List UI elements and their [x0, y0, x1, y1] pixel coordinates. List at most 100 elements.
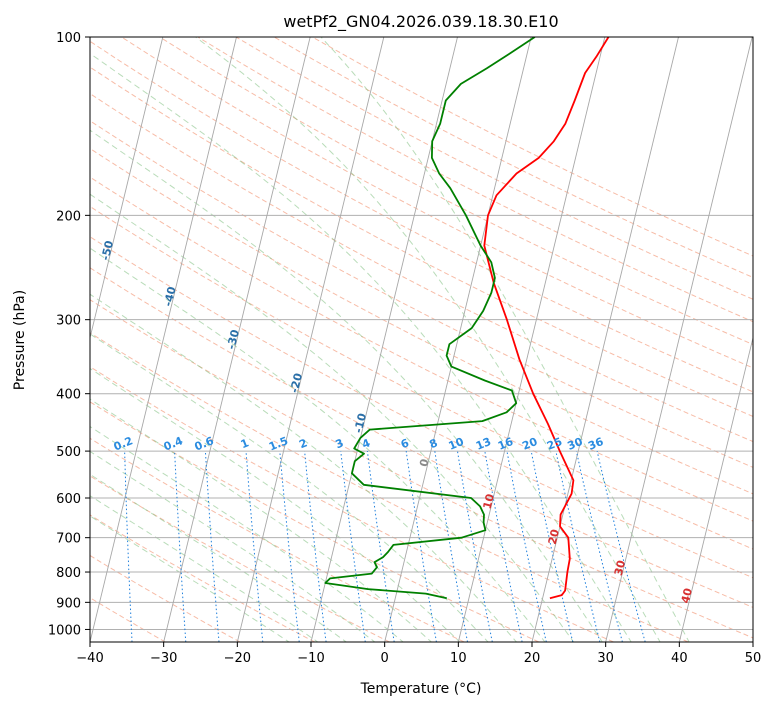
x-tick-label: 10	[450, 651, 467, 666]
moist-adiabat	[90, 333, 489, 642]
mixing-ratio-line	[484, 451, 523, 642]
mixing-ratio-label: 8	[428, 436, 440, 451]
isotherm-label: 10	[481, 492, 497, 510]
mixing-ratio-label: 16	[496, 435, 515, 453]
mixing-ratio-line	[245, 451, 264, 642]
dry-adiabat	[90, 66, 753, 417]
x-tick-label: −30	[150, 651, 177, 666]
x-tick-label: −20	[224, 651, 251, 666]
dry-adiabat	[90, 92, 753, 443]
mixing-ratio-label: 13	[474, 435, 493, 453]
mixing-ratio-line	[457, 451, 493, 642]
sounding-series	[324, 37, 610, 600]
dry-adiabat	[90, 120, 753, 468]
x-tick-label: 40	[671, 651, 688, 666]
mixing-ratio-line	[340, 451, 366, 642]
mixing-ratio-label: 1	[239, 436, 251, 451]
mixing-ratio-label: 2	[297, 436, 309, 451]
isotherm-label: -50	[99, 239, 116, 262]
isotherm-line	[384, 37, 532, 642]
plot-frame	[89, 36, 754, 643]
isotherm-label: 40	[679, 586, 695, 604]
isotherm-line	[236, 37, 385, 642]
isotherm-label: -30	[225, 328, 242, 351]
dry-adiabat	[90, 147, 753, 495]
x-axis-label: Temperature (°C)	[360, 681, 482, 697]
isotherm-line	[90, 37, 164, 340]
y-tick-label: 200	[56, 209, 81, 224]
mixing-ratio-label: 10	[447, 435, 466, 453]
isotherm-line	[457, 37, 606, 642]
moist-adiabat	[90, 473, 348, 642]
dry-adiabat	[90, 332, 689, 642]
y-tick-label: 1000	[48, 623, 81, 638]
dry-adiabat	[90, 366, 614, 642]
y-axis-ticks: 100 200 300 400 500 600 700 800 900 1000	[48, 31, 90, 638]
mixing-ratio-label: 3	[334, 436, 346, 451]
moist-adiabat	[90, 425, 404, 642]
dry-adiabat	[90, 514, 315, 642]
y-axis-label: Pressure (hPa)	[12, 290, 28, 390]
isotherm-line	[163, 37, 311, 642]
y-tick-label: 500	[56, 445, 81, 460]
isotherm-line	[90, 37, 237, 642]
dry-adiabats	[90, 37, 753, 642]
x-tick-label: −40	[76, 651, 103, 666]
dry-adiabat	[90, 475, 390, 642]
moist-adiabat	[195, 37, 661, 642]
mixing-ratio-label: 30	[566, 435, 585, 453]
isotherm-label: -20	[288, 372, 305, 395]
dry-adiabat	[90, 437, 465, 642]
y-tick-label: 100	[56, 31, 81, 46]
mixing-ratio-label: 36	[586, 435, 605, 453]
isotherm-label: -10	[352, 412, 369, 435]
mixing-ratio-line	[555, 451, 601, 642]
x-tick-label: 0	[381, 651, 389, 666]
dry-adiabat	[90, 299, 753, 639]
dry-adiabat	[90, 597, 166, 642]
x-tick-label: 20	[524, 651, 541, 666]
dry-adiabat	[90, 40, 753, 393]
moist-adiabat	[90, 398, 433, 642]
y-tick-label: 800	[56, 566, 81, 581]
chart-title: wetPf2_GN04.2026.039.18.30.E10	[283, 12, 558, 32]
y-tick-label: 400	[56, 388, 81, 403]
isotherm-line	[531, 37, 679, 642]
y-tick-label: 600	[56, 492, 81, 507]
isotherm-label: 30	[612, 559, 628, 577]
moist-adiabat	[90, 450, 376, 642]
pressure-gridlines	[90, 37, 753, 630]
moist-adiabat	[320, 37, 690, 642]
dry-adiabat	[90, 267, 753, 608]
isotherm-line	[605, 37, 753, 642]
isotherm-label: 20	[546, 528, 562, 546]
mixing-ratio-line	[279, 451, 300, 642]
temperature-line	[483, 37, 610, 600]
moist-adiabat	[90, 52, 632, 642]
mixing-ratio-line	[304, 451, 327, 642]
mixing-ratio-label: 25	[545, 435, 564, 453]
y-tick-label: 700	[56, 532, 81, 547]
mixing-ratio-line	[506, 451, 547, 642]
dry-adiabat	[90, 176, 753, 522]
isotherm-label: -40	[161, 285, 178, 308]
mixing-ratio-line	[575, 450, 623, 642]
isotherm-label: 0	[417, 457, 432, 468]
x-tick-label: 30	[597, 651, 614, 666]
mixing-ratio-line	[366, 451, 395, 642]
mixing-ratio-line	[530, 451, 574, 642]
x-tick-label: −10	[297, 651, 324, 666]
mixing-ratio-label: 20	[520, 435, 539, 453]
dry-adiabat	[90, 401, 540, 642]
dewpoint-line	[324, 37, 536, 600]
y-tick-label: 900	[56, 596, 81, 611]
y-tick-label: 300	[56, 314, 81, 329]
mixing-ratio-line	[596, 450, 646, 642]
x-axis-ticks: −40 −30 −20 −10 0 10 20 30 40 50	[76, 642, 761, 666]
x-tick-label: 50	[745, 651, 762, 666]
moist-adiabat	[90, 293, 518, 642]
